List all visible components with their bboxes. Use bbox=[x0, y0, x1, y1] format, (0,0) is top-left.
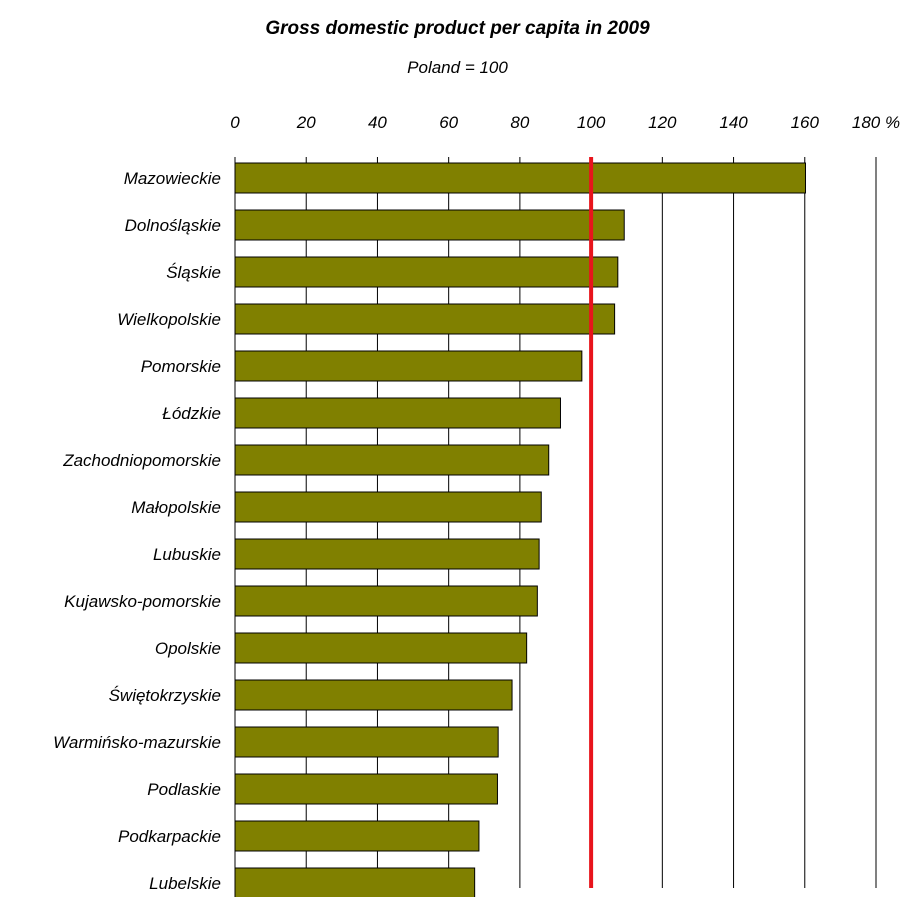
x-tick-label: 20 bbox=[296, 113, 316, 132]
category-label: Małopolskie bbox=[131, 498, 221, 517]
category-label: Mazowieckie bbox=[124, 169, 221, 188]
x-tick-label: 160 bbox=[791, 113, 820, 132]
x-tick-label: 100 bbox=[577, 113, 606, 132]
x-tick-label: 60 bbox=[439, 113, 458, 132]
x-tick-labels: 0 20 40 60 80 100 120 140 160 180 % bbox=[230, 113, 900, 132]
bar bbox=[234, 820, 480, 852]
x-tick-label: 40 bbox=[368, 113, 387, 132]
bar bbox=[234, 538, 540, 570]
bar bbox=[234, 162, 806, 194]
category-label: Podkarpackie bbox=[118, 827, 221, 846]
category-labels: Mazowieckie Dolnośląskie Śląskie Wielkopols… bbox=[53, 169, 221, 893]
category-label: Pomorskie bbox=[141, 357, 221, 376]
category-label: Dolnośląskie bbox=[125, 216, 221, 235]
bar bbox=[234, 209, 625, 241]
bar bbox=[234, 256, 619, 288]
category-label: Lubelskie bbox=[149, 874, 221, 893]
category-label: Wielkopolskie bbox=[117, 310, 221, 329]
bar bbox=[234, 773, 498, 805]
bar bbox=[234, 867, 476, 897]
bar bbox=[234, 491, 542, 523]
bar bbox=[234, 397, 561, 429]
category-label: Warmińsko-mazurskie bbox=[53, 733, 221, 752]
x-tick-label: 80 bbox=[510, 113, 529, 132]
bar bbox=[234, 585, 538, 617]
x-tick-label: 180 % bbox=[852, 113, 900, 132]
category-label: Świętokrzyskie bbox=[109, 686, 221, 705]
category-label: Opolskie bbox=[155, 639, 221, 658]
bars bbox=[234, 162, 806, 897]
category-label: Lubuskie bbox=[153, 545, 221, 564]
bar bbox=[234, 303, 616, 335]
bar bbox=[234, 726, 499, 758]
bar bbox=[234, 679, 513, 711]
bar bbox=[234, 350, 583, 382]
category-label: Zachodniopomorskie bbox=[62, 451, 221, 470]
category-label: Podlaskie bbox=[147, 780, 221, 799]
chart-subtitle: Poland = 100 bbox=[407, 58, 508, 77]
x-tick-label: 120 bbox=[648, 113, 677, 132]
chart-title: Gross domestic product per capita in 200… bbox=[265, 18, 650, 39]
bar bbox=[234, 632, 528, 664]
x-tick-label: 0 bbox=[230, 113, 240, 132]
category-label: Śląskie bbox=[166, 263, 221, 282]
bar bbox=[234, 444, 550, 476]
x-tick-label: 140 bbox=[719, 113, 748, 132]
category-label: Łódzkie bbox=[162, 404, 221, 423]
category-label: Kujawsko-pomorskie bbox=[64, 592, 221, 611]
